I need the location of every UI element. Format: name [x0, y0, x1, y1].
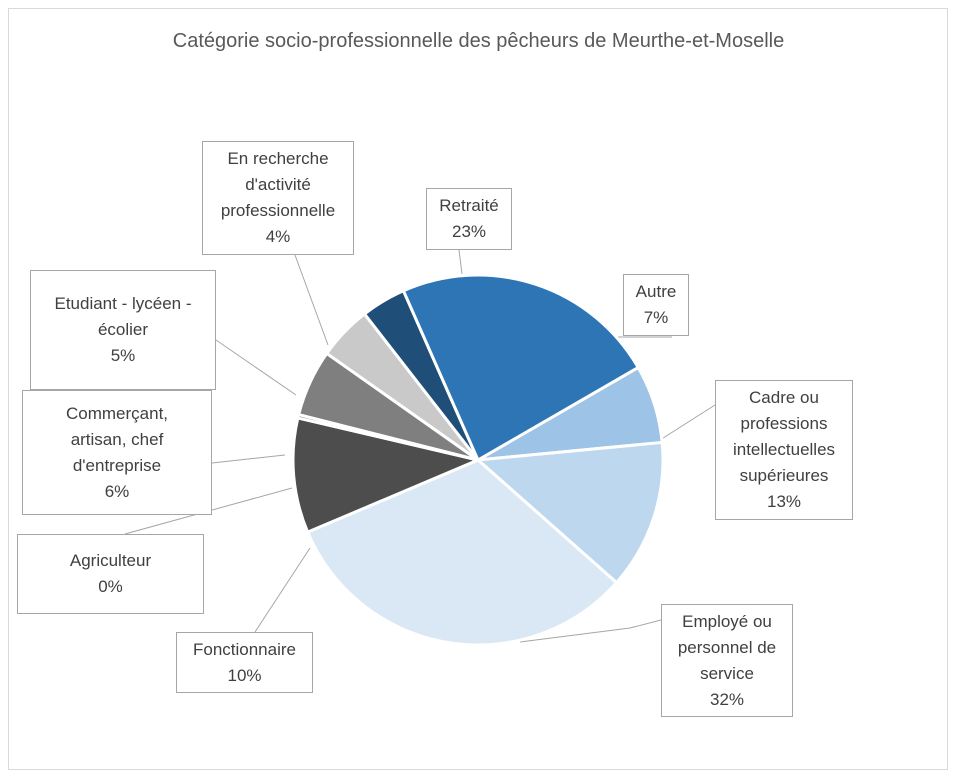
data-label-category: Retraité [439, 196, 499, 215]
leader-line [294, 254, 329, 346]
data-label-percent: 0% [98, 577, 123, 596]
data-label-category: Agriculteur [69, 551, 152, 570]
data-label-percent: 5% [110, 346, 136, 365]
leader-line [215, 339, 297, 396]
data-label-category: Commerçant, artisan, chef d'entreprise [65, 403, 169, 475]
data-label: En recherche d'activité professionnelle 4… [202, 141, 354, 255]
pie-slice [306, 458, 619, 647]
data-label: Fonctionnaire 10% [176, 632, 313, 693]
data-label-category: Cadre ou professions intellectuelles sup… [732, 388, 836, 485]
data-label: Employé ou personnel de service 32% [661, 604, 793, 717]
data-label: Commerçant, artisan, chef d'entreprise 6% [22, 390, 212, 515]
data-label: Agriculteur 0% [17, 534, 204, 614]
pie-slice [401, 273, 640, 462]
pie-slice [291, 416, 480, 534]
leader-line [458, 249, 463, 275]
data-label-percent: 6% [104, 481, 130, 501]
data-label-category: Autre [635, 282, 677, 301]
data-label-category: Employé ou personnel de service [677, 611, 777, 683]
leader-line [519, 619, 662, 643]
data-label-percent: 23% [451, 222, 487, 241]
data-label: Retraité 23% [426, 188, 512, 250]
data-label: Autre 7% [623, 274, 689, 336]
data-label-percent: 32% [709, 689, 745, 709]
data-label-category: Fonctionnaire [192, 639, 296, 659]
leader-line [659, 404, 716, 441]
chart-title: Catégorie socio-professionnelle des pêch… [172, 30, 785, 52]
data-label-percent: 10% [227, 665, 262, 685]
data-label: Cadre ou professions intellectuelles sup… [715, 380, 853, 520]
data-label-percent: 13% [766, 492, 802, 511]
data-label-category: En recherche d'activité professionnelle [220, 149, 336, 220]
data-label-category: Etudiant - lycéen - écolier [54, 294, 192, 339]
data-label-percent: 7% [643, 308, 669, 327]
data-label-percent: 4% [265, 227, 291, 246]
leader-line [254, 547, 311, 633]
leader-line [211, 454, 286, 464]
pie-slice [476, 440, 665, 585]
data-label: Etudiant - lycéen - écolier 5% [30, 270, 216, 390]
